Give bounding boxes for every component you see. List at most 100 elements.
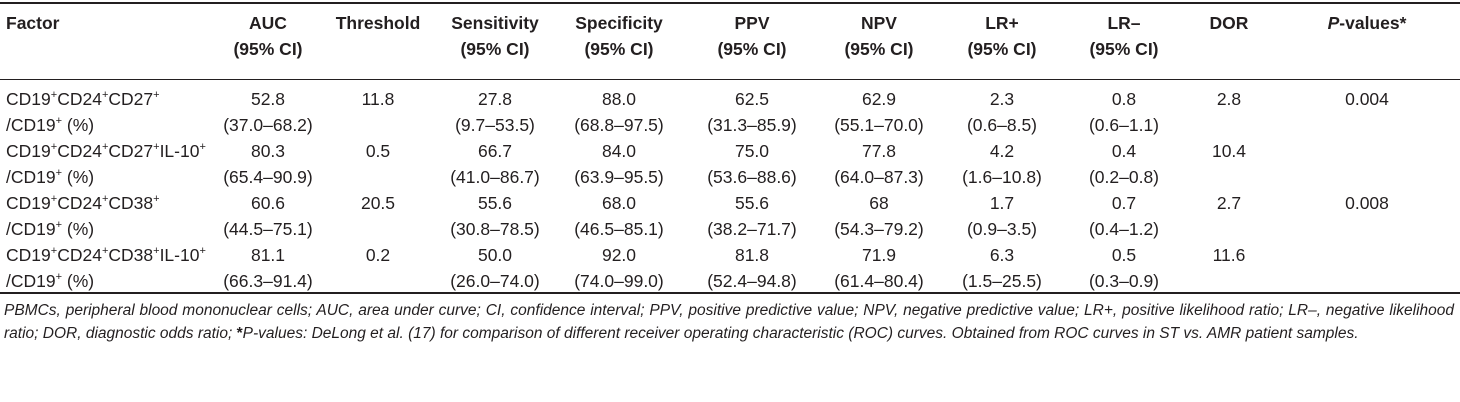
table-row-ci: /CD19+ (%) (37.0–68.2) (9.7–53.5) (68.8–… bbox=[0, 112, 1460, 138]
ppv-ci: (53.6–88.6) bbox=[707, 167, 797, 187]
p-value: 0.008 bbox=[1345, 193, 1389, 213]
threshold-empty bbox=[318, 216, 438, 242]
p-empty bbox=[1274, 112, 1460, 138]
auc-ci: (44.5–75.1) bbox=[223, 219, 313, 239]
auc-value: 60.6 bbox=[250, 193, 286, 213]
sensitivity-ci: (30.8–78.5) bbox=[450, 219, 540, 239]
p-empty bbox=[1274, 216, 1460, 242]
sensitivity-value: 55.6 bbox=[477, 193, 513, 213]
lr-plus-ci: (0.6–8.5) bbox=[966, 115, 1038, 135]
col-header-factor: Factor bbox=[6, 13, 60, 33]
specificity-ci: (46.5–85.1) bbox=[574, 219, 664, 239]
lr-plus-value: 6.3 bbox=[989, 245, 1015, 265]
npv-ci: (64.0–87.3) bbox=[834, 167, 924, 187]
lr-minus-value: 0.5 bbox=[1111, 245, 1137, 265]
ppv-value: 55.6 bbox=[734, 193, 770, 213]
specificity-ci: (74.0–99.0) bbox=[574, 271, 664, 291]
specificity-value: 88.0 bbox=[601, 89, 637, 109]
dor-empty bbox=[1184, 268, 1274, 294]
header-rule bbox=[0, 79, 1460, 80]
dor-value: 11.6 bbox=[1212, 245, 1246, 265]
threshold-value: 0.2 bbox=[365, 245, 391, 265]
bottom-rule bbox=[0, 292, 1460, 294]
lr-plus-value: 2.3 bbox=[989, 89, 1015, 109]
sensitivity-value: 27.8 bbox=[477, 89, 513, 109]
threshold-value: 20.5 bbox=[360, 193, 396, 213]
threshold-empty bbox=[318, 164, 438, 190]
threshold-value: 0.5 bbox=[365, 141, 391, 161]
results-table: Factor AUC (95% CI) Threshold Sensitivity… bbox=[0, 10, 1460, 294]
npv-ci: (54.3–79.2) bbox=[834, 219, 924, 239]
col-header-npv: NPV (95% CI) bbox=[844, 13, 914, 59]
lr-plus-value: 1.7 bbox=[989, 193, 1015, 213]
dor-empty bbox=[1184, 216, 1274, 242]
lr-minus-value: 0.8 bbox=[1111, 89, 1137, 109]
threshold-empty bbox=[318, 112, 438, 138]
auc-value: 81.1 bbox=[250, 245, 286, 265]
auc-ci: (66.3–91.4) bbox=[223, 271, 313, 291]
sensitivity-value: 66.7 bbox=[477, 141, 513, 161]
table-row-ci: /CD19+ (%) (44.5–75.1) (30.8–78.5) (46.5… bbox=[0, 216, 1460, 242]
table-footnote: PBMCs, peripheral blood mononuclear cell… bbox=[4, 302, 1454, 342]
auc-ci: (37.0–68.2) bbox=[223, 115, 313, 135]
ppv-value: 62.5 bbox=[734, 89, 770, 109]
npv-value: 71.9 bbox=[861, 245, 897, 265]
lr-minus-value: 0.4 bbox=[1111, 141, 1137, 161]
specificity-ci: (63.9–95.5) bbox=[574, 167, 664, 187]
col-header-sensitivity: Sensitivity (95% CI) bbox=[451, 13, 539, 59]
auc-value: 52.8 bbox=[250, 89, 286, 109]
lr-minus-ci: (0.6–1.1) bbox=[1088, 115, 1160, 135]
npv-value: 68 bbox=[869, 193, 889, 213]
sensitivity-ci: (26.0–74.0) bbox=[450, 271, 540, 291]
footnote-star: * bbox=[236, 324, 243, 342]
col-header-threshold: Threshold bbox=[335, 13, 421, 33]
col-header-lr-minus: LR– (95% CI) bbox=[1089, 13, 1159, 59]
ppv-ci: (38.2–71.7) bbox=[707, 219, 797, 239]
table-row: CD19+CD24+CD38+IL-10+ 81.1 0.2 50.0 92.0… bbox=[0, 242, 1460, 268]
p-value: 0.004 bbox=[1345, 89, 1389, 109]
ppv-ci: (31.3–85.9) bbox=[707, 115, 797, 135]
sensitivity-ci: (9.7–53.5) bbox=[455, 115, 535, 135]
factor-cell: CD19+CD24+CD27+ bbox=[6, 89, 160, 109]
factor-cell: CD19+CD24+CD27+IL-10+ bbox=[6, 141, 206, 161]
auc-ci: (65.4–90.9) bbox=[223, 167, 313, 187]
table-row-ci: /CD19+ (%) (66.3–91.4) (26.0–74.0) (74.0… bbox=[0, 268, 1460, 294]
dor-value: 10.4 bbox=[1211, 141, 1247, 161]
auc-value: 80.3 bbox=[250, 141, 286, 161]
col-header-lr-plus: LR+ (95% CI) bbox=[967, 13, 1037, 59]
sensitivity-value: 50.0 bbox=[477, 245, 513, 265]
npv-value: 77.8 bbox=[861, 141, 897, 161]
lr-minus-ci: (0.4–1.2) bbox=[1088, 219, 1160, 239]
dor-value: 2.7 bbox=[1216, 193, 1242, 213]
table-row: CD19+CD24+CD27+IL-10+ 80.3 0.5 66.7 84.0… bbox=[0, 138, 1460, 164]
threshold-value: 11.8 bbox=[361, 89, 395, 109]
specificity-value: 68.0 bbox=[601, 193, 637, 213]
factor-cell-line2: /CD19+ (%) bbox=[6, 115, 95, 135]
col-header-ppv: PPV (95% CI) bbox=[717, 13, 787, 59]
sensitivity-ci: (41.0–86.7) bbox=[450, 167, 540, 187]
col-header-p-values: P-values* bbox=[1327, 13, 1407, 33]
header-row: Factor AUC (95% CI) Threshold Sensitivity… bbox=[0, 10, 1460, 80]
npv-ci: (55.1–70.0) bbox=[834, 115, 924, 135]
dor-value: 2.8 bbox=[1216, 89, 1242, 109]
ppv-value: 81.8 bbox=[734, 245, 770, 265]
factor-cell: CD19+CD24+CD38+IL-10+ bbox=[6, 245, 206, 265]
table-row: CD19+CD24+CD27+ 52.8 11.8 27.8 88.0 62.5… bbox=[0, 80, 1460, 112]
lr-plus-ci: (1.5–25.5) bbox=[962, 271, 1042, 291]
p-empty bbox=[1274, 268, 1460, 294]
factor-cell-line2: /CD19+ (%) bbox=[6, 167, 95, 187]
table-row-ci: /CD19+ (%) (65.4–90.9) (41.0–86.7) (63.9… bbox=[0, 164, 1460, 190]
lr-plus-ci: (0.9–3.5) bbox=[966, 219, 1038, 239]
ppv-value: 75.0 bbox=[734, 141, 770, 161]
ppv-ci: (52.4–94.8) bbox=[707, 271, 797, 291]
npv-value: 62.9 bbox=[861, 89, 897, 109]
threshold-empty bbox=[318, 268, 438, 294]
lr-plus-ci: (1.6–10.8) bbox=[962, 167, 1042, 187]
col-header-specificity: Specificity (95% CI) bbox=[575, 13, 663, 59]
top-rule bbox=[0, 2, 1460, 4]
lr-minus-value: 0.7 bbox=[1111, 193, 1137, 213]
npv-ci: (61.4–80.4) bbox=[834, 271, 924, 291]
specificity-ci: (68.8–97.5) bbox=[574, 115, 664, 135]
factor-cell-line2: /CD19+ (%) bbox=[6, 219, 95, 239]
p-empty bbox=[1274, 164, 1460, 190]
